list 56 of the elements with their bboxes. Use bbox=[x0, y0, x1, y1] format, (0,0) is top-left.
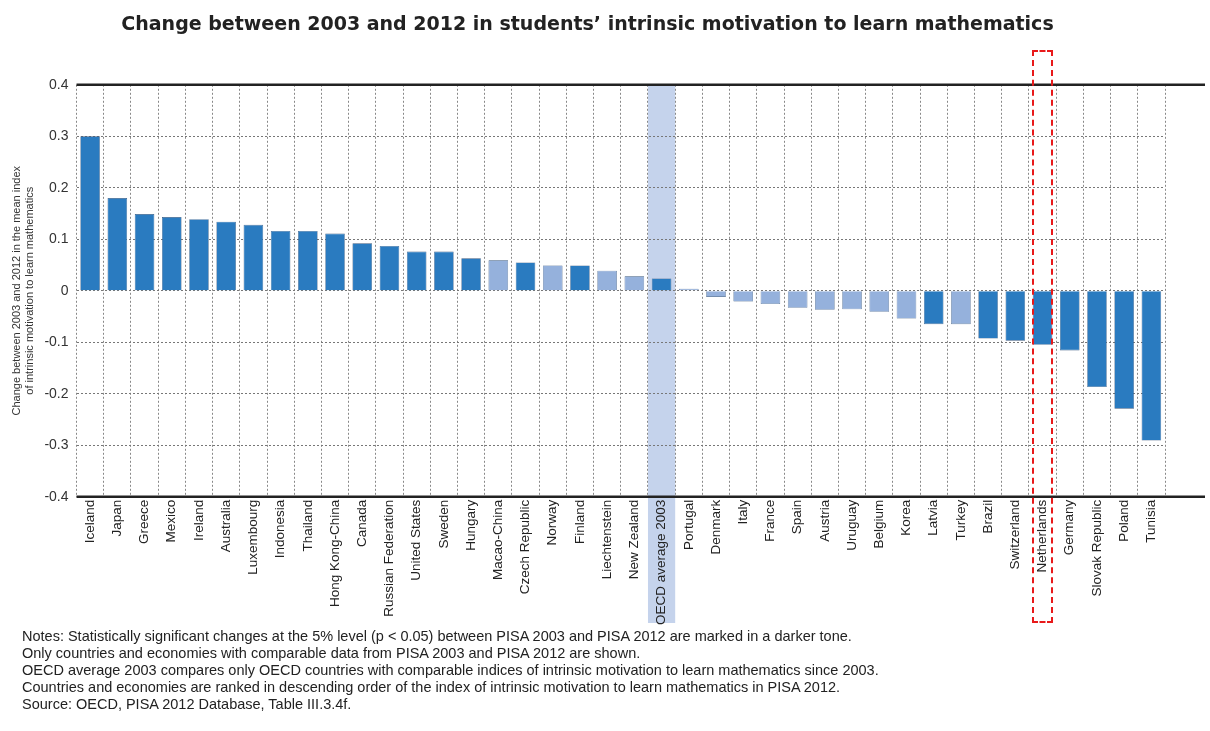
x-tick-label: Indonesia bbox=[272, 499, 288, 559]
x-tick-label: Iceland bbox=[81, 499, 97, 544]
x-tick-label: Latvia bbox=[925, 499, 941, 536]
x-tick-label: Canada bbox=[353, 499, 369, 547]
x-tick-label: Mexico bbox=[163, 499, 179, 543]
x-tick-label: Ireland bbox=[190, 499, 206, 541]
x-tick-label: Poland bbox=[1115, 499, 1131, 542]
x-tick-label: Switzerland bbox=[1007, 499, 1023, 570]
x-tick-label: United States bbox=[408, 499, 424, 581]
x-tick-label: Italy bbox=[734, 499, 750, 525]
x-tick-label: Thailand bbox=[299, 499, 315, 552]
x-tick-label: Norway bbox=[544, 499, 560, 546]
x-tick-label: Denmark bbox=[707, 499, 723, 555]
text: OECD average 2003 compares only OECD countries with comparable indices of intrinsic motivation to learn mathematics since 2003. bbox=[22, 662, 880, 679]
x-tick-label: Tunisia bbox=[1143, 499, 1159, 543]
x-tick-label: Slovak Republic bbox=[1088, 499, 1104, 597]
x-tick-label: Spain bbox=[789, 499, 805, 535]
x-tick-label: Czech Republic bbox=[517, 499, 533, 595]
y-tick-label: -0.3 bbox=[44, 436, 69, 453]
y-tick-label: 0 bbox=[60, 281, 69, 298]
x-tick-label: Luxembourg bbox=[245, 499, 261, 575]
x-tick-label: Uruguay bbox=[843, 499, 859, 551]
x-tick-label: Hungary bbox=[462, 499, 478, 551]
x-tick-label: Germany bbox=[1061, 499, 1077, 556]
x-tick-label: Australia bbox=[217, 499, 233, 553]
source-note: Source: OECD, PISA 2012 Database, Table III.3.4f. bbox=[22, 696, 353, 713]
y-tick-label: -0.1 bbox=[44, 333, 69, 350]
y-tick-label: -0.4 bbox=[44, 487, 69, 504]
x-tick-label: Netherlands bbox=[1034, 499, 1050, 573]
x-tick-label: France bbox=[762, 499, 778, 542]
x-tick-label: Korea bbox=[898, 499, 914, 536]
x-tick-label: Turkey bbox=[952, 499, 968, 541]
x-tick-label: OECD average 2003 bbox=[653, 499, 669, 625]
x-tick-label: Brazil bbox=[979, 499, 995, 534]
text: Notes: Statistically significant changes at the 5% level (p < 0.05) between PISA 2003 and PISA 2012 are marked in a darker tone. bbox=[22, 628, 853, 645]
y-tick-label: 0.2 bbox=[49, 178, 69, 195]
x-tick-label: Austria bbox=[816, 499, 832, 542]
x-tick-label: Belgium bbox=[870, 499, 886, 549]
x-tick-label: Japan bbox=[109, 499, 125, 537]
x-tick-label: Hong Kong-China bbox=[326, 499, 342, 607]
text: Only countries and economies with comparable data from PISA 2003 and PISA 2012 are shown. bbox=[22, 645, 642, 662]
x-tick-label: Sweden bbox=[435, 499, 451, 549]
chart-title: Change between 2003 and 2012 in students’ intrinsic motivation to learn mathematics bbox=[121, 12, 1054, 35]
x-tick-label: New Zealand bbox=[626, 499, 642, 580]
x-tick-label: Finland bbox=[571, 499, 587, 544]
y-tick-label: -0.2 bbox=[44, 384, 69, 401]
text: Countries and economies are ranked in descending order of the index of intrinsic motivation to learn mathematics in PISA 2012. bbox=[22, 679, 842, 696]
x-tick-label: Portugal bbox=[680, 499, 696, 550]
y-tick-label: 0.1 bbox=[49, 230, 69, 247]
x-tick-label: Liechtenstein bbox=[598, 499, 614, 580]
y-tick-label: 0.4 bbox=[49, 75, 69, 92]
y-tick-label: 0.3 bbox=[49, 127, 69, 144]
x-tick-label: Macao-China bbox=[490, 499, 506, 580]
y-axis-title: Change between 2003 and 2012 in the mean index of intrinsic motivation to learn mathematics bbox=[9, 165, 35, 416]
x-tick-label: Russian Federation bbox=[381, 499, 397, 617]
x-tick-label: Greece bbox=[136, 499, 152, 544]
